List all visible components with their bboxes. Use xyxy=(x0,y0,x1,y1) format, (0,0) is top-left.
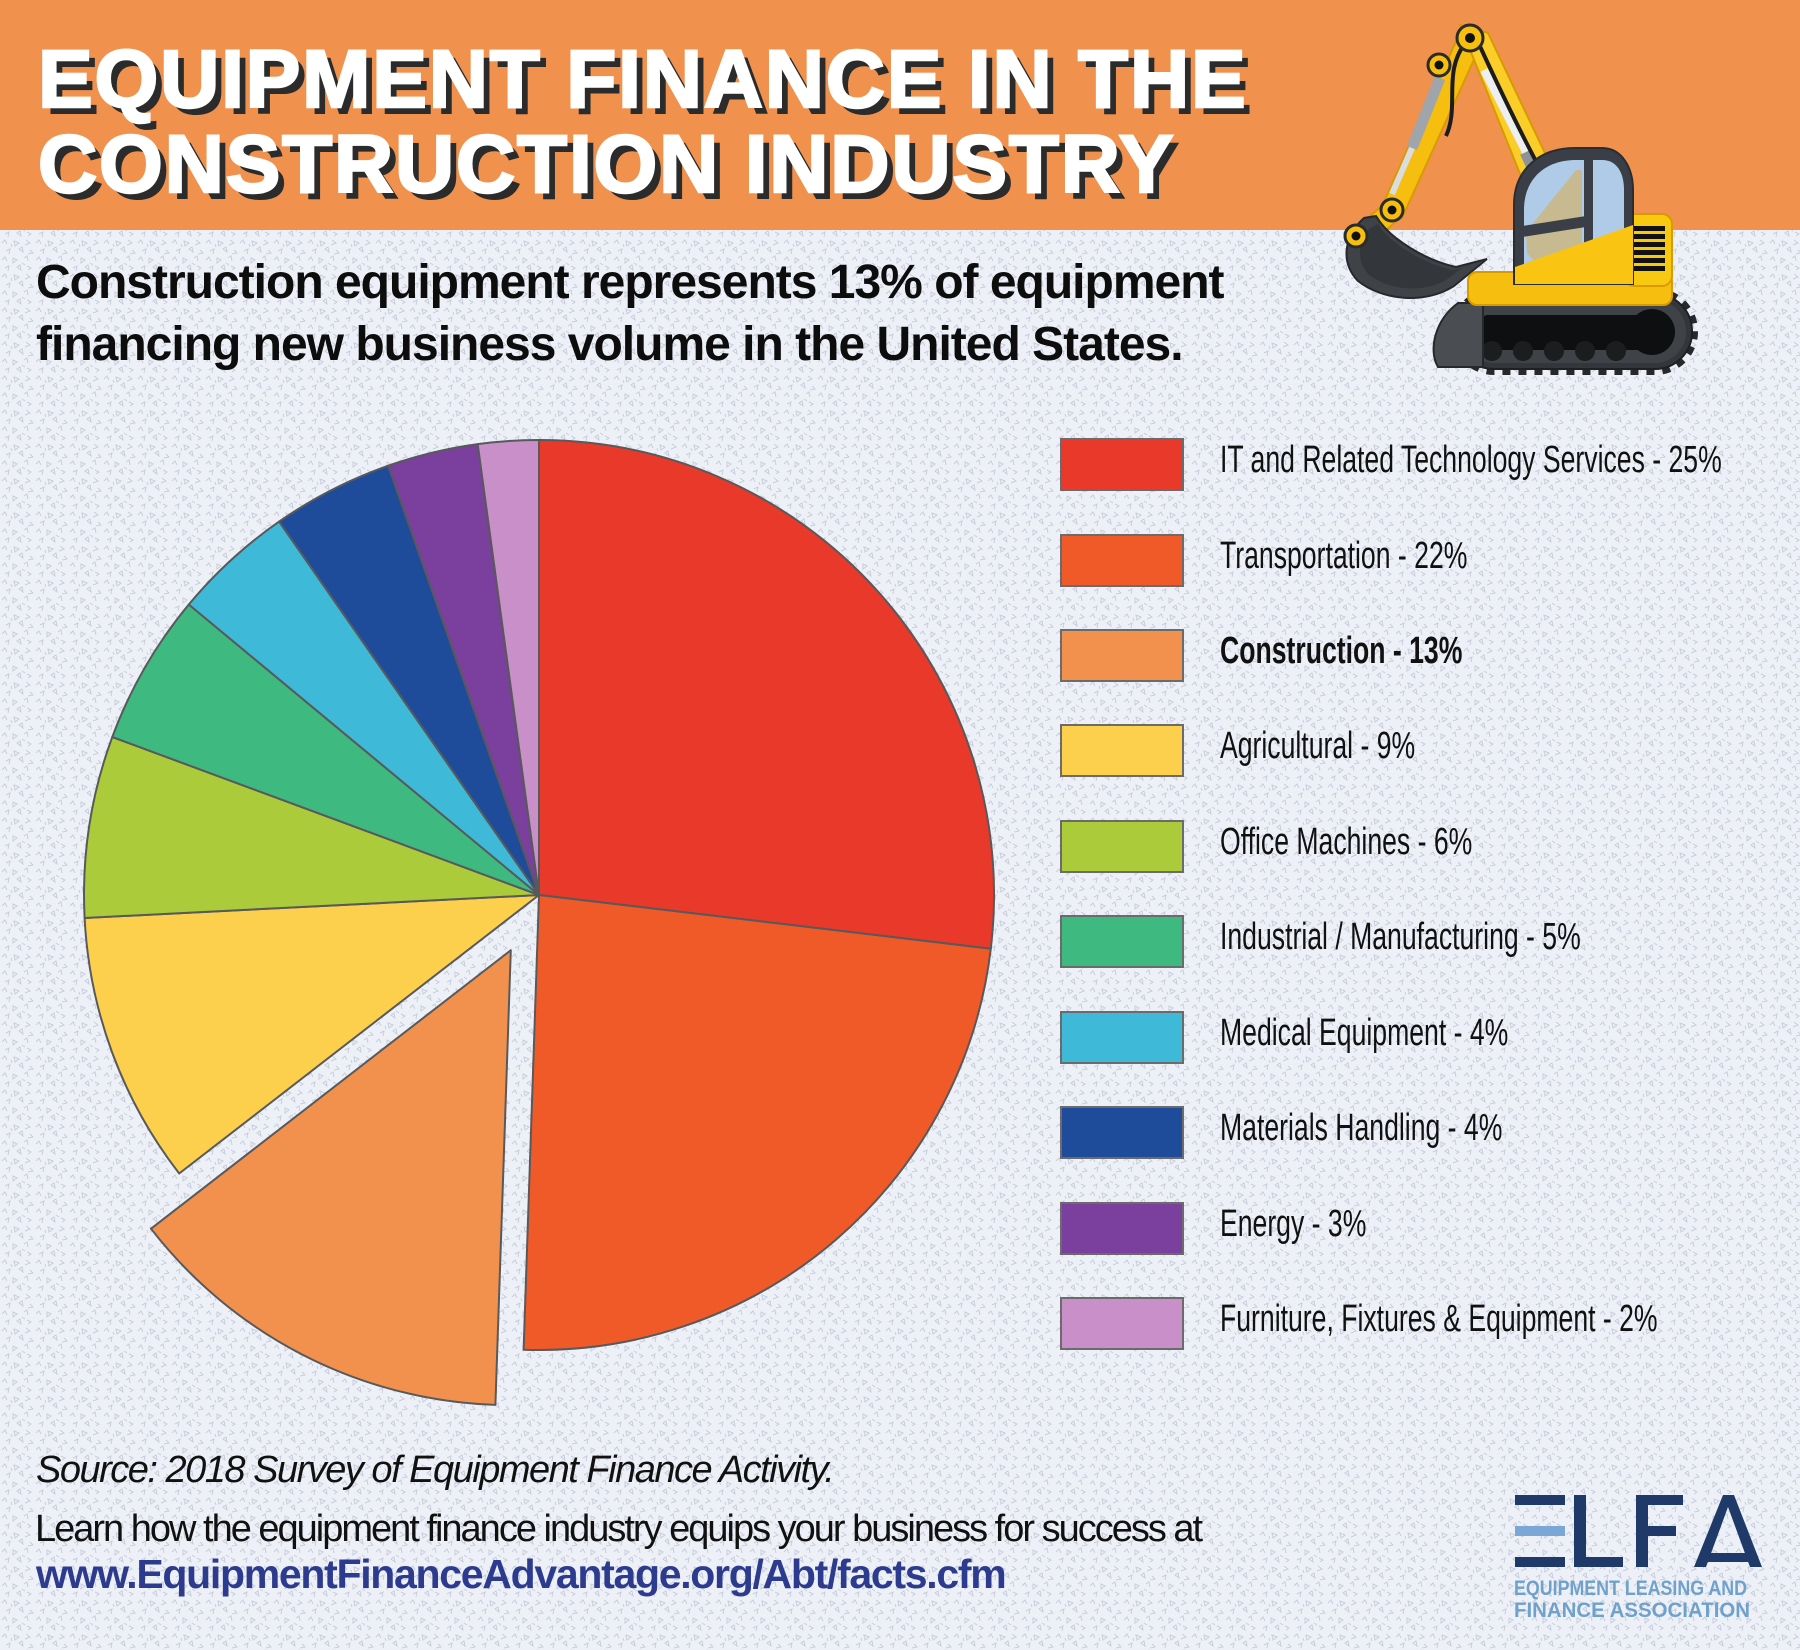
svg-text:EQUIPMENT LEASING AND: EQUIPMENT LEASING AND xyxy=(1514,1577,1747,1600)
svg-text:FINANCE ASSOCIATION: FINANCE ASSOCIATION xyxy=(1514,1599,1750,1622)
